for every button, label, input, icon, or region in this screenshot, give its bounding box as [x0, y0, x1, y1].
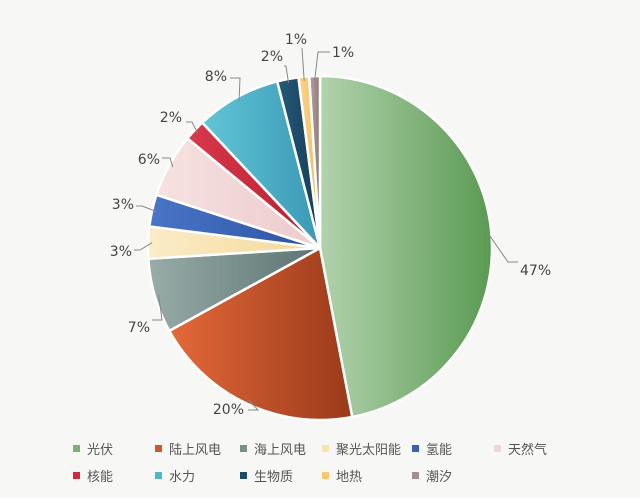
leader-line [152, 294, 163, 321]
leader-line [314, 51, 330, 81]
data-label: 3% [112, 197, 134, 213]
pie-slice-2 [167, 246, 354, 422]
data-label: 6% [138, 152, 160, 168]
leader-line [162, 157, 174, 168]
data-label: 2% [160, 110, 182, 126]
leader-line [186, 121, 198, 134]
data-label: 3% [110, 244, 132, 260]
leader-line [284, 65, 290, 84]
leader-line [134, 242, 153, 251]
data-label: 8% [205, 69, 227, 85]
leader-line [136, 205, 157, 212]
data-label: 47% [520, 263, 551, 279]
data-label: 20% [213, 402, 244, 418]
leader-line [301, 47, 305, 81]
pie-slice-11 [307, 74, 322, 249]
leader-line [230, 77, 241, 101]
leader-line [486, 231, 518, 263]
data-label: 1% [332, 45, 354, 61]
data-label: 2% [261, 49, 283, 65]
leader-line [248, 399, 260, 411]
data-label: 7% [128, 320, 150, 336]
pie-slice-1 [318, 74, 494, 419]
data-label: 1% [285, 32, 307, 48]
